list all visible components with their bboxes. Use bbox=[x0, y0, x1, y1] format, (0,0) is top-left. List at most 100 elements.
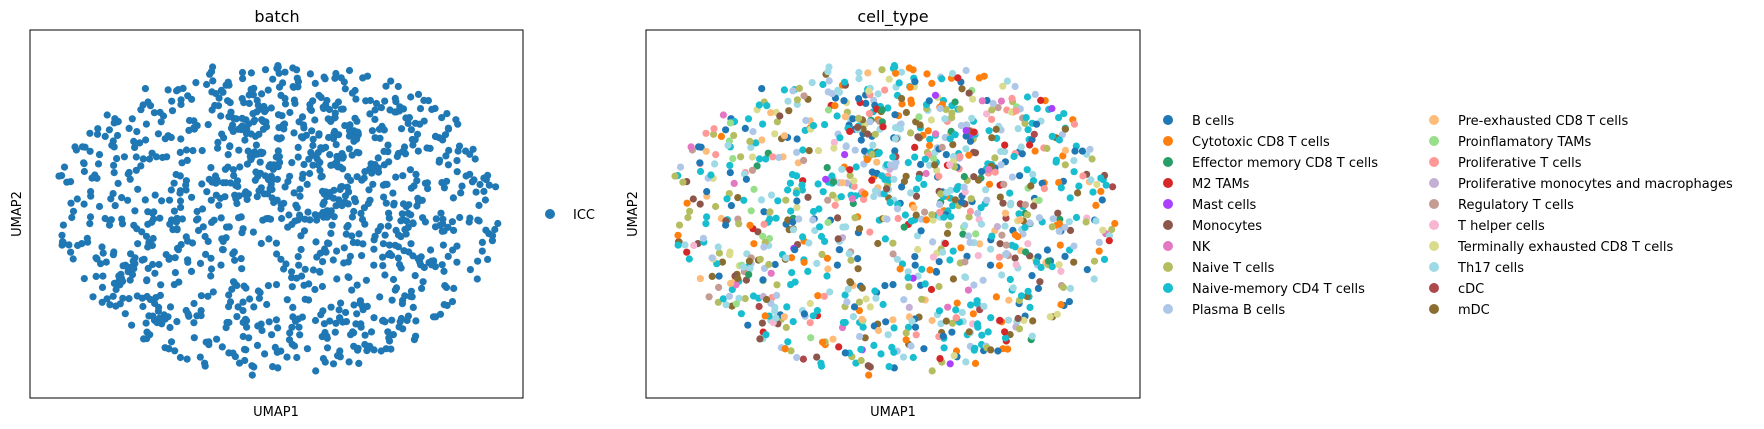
scatter-point bbox=[144, 243, 152, 251]
scatter-point bbox=[407, 240, 415, 248]
scatter-point bbox=[228, 285, 236, 293]
scatter-point bbox=[226, 298, 235, 306]
scatter-point bbox=[845, 250, 853, 258]
scatter-point bbox=[258, 150, 266, 158]
scatter-point bbox=[1012, 107, 1020, 115]
scatter-point bbox=[767, 269, 775, 277]
scatter-point bbox=[151, 269, 159, 277]
scatter-point bbox=[791, 246, 799, 254]
scatter-point bbox=[397, 314, 405, 323]
scatter-point bbox=[184, 92, 192, 100]
scatter-point bbox=[157, 118, 165, 126]
scatter-point bbox=[900, 296, 908, 304]
scatter-point bbox=[857, 345, 865, 353]
scatter-point bbox=[722, 301, 730, 309]
scatter-point bbox=[870, 341, 878, 349]
scatter-point bbox=[784, 338, 792, 346]
scatter-point bbox=[350, 207, 358, 216]
scatter-point bbox=[63, 178, 71, 186]
scatter-point bbox=[416, 258, 424, 266]
scatter-point bbox=[962, 145, 970, 153]
scatter-point bbox=[217, 261, 225, 269]
scatter-point bbox=[348, 286, 356, 294]
scatter-point bbox=[911, 261, 919, 269]
scatter-point bbox=[326, 189, 334, 197]
scatter-point bbox=[442, 152, 450, 160]
scatter-point bbox=[767, 191, 776, 199]
scatter-point bbox=[436, 310, 445, 318]
legend-marker bbox=[1163, 262, 1173, 272]
scatter-point bbox=[928, 79, 936, 87]
scatter-point bbox=[326, 317, 334, 325]
scatter-point bbox=[224, 151, 232, 159]
scatter-point bbox=[977, 220, 986, 228]
scatter-point bbox=[712, 151, 720, 159]
legend-label: Regulatory T cells bbox=[1458, 198, 1574, 213]
scatter-point bbox=[687, 143, 695, 151]
legend-marker bbox=[1429, 262, 1439, 272]
scatter-point bbox=[209, 77, 217, 85]
scatter-point bbox=[329, 256, 337, 264]
scatter-point bbox=[937, 190, 945, 198]
scatter-point bbox=[1011, 231, 1019, 239]
scatter-point bbox=[767, 109, 775, 117]
scatter-point bbox=[1055, 114, 1063, 122]
scatter-point bbox=[342, 230, 350, 238]
scatter-point bbox=[149, 260, 157, 269]
scatter-point bbox=[988, 106, 996, 114]
scatter-point bbox=[345, 358, 353, 366]
scatter-points bbox=[671, 62, 1119, 379]
scatter-point bbox=[841, 349, 849, 357]
scatter-point bbox=[821, 121, 829, 129]
scatter-point bbox=[1097, 174, 1105, 182]
scatter-point bbox=[353, 128, 361, 136]
scatter-point bbox=[267, 104, 275, 112]
scatter-point bbox=[1048, 223, 1056, 231]
scatter-point bbox=[359, 240, 367, 248]
scatter-point bbox=[982, 186, 990, 194]
scatter-point bbox=[332, 319, 340, 327]
scatter-point bbox=[437, 209, 445, 217]
scatter-point bbox=[372, 99, 381, 108]
scatter-point bbox=[915, 174, 923, 182]
scatter-point bbox=[244, 147, 252, 155]
scatter-point bbox=[247, 130, 255, 138]
scatter-point bbox=[311, 116, 319, 124]
scatter-point bbox=[992, 293, 1001, 301]
scatter-point bbox=[916, 121, 924, 129]
scatter-point bbox=[1009, 284, 1017, 292]
scatter-point bbox=[1030, 130, 1038, 138]
scatter-point bbox=[936, 200, 944, 208]
scatter-point bbox=[911, 143, 919, 151]
scatter-point bbox=[740, 196, 748, 204]
scatter-point bbox=[193, 207, 201, 216]
legend-label: Th17 cells bbox=[1457, 261, 1524, 276]
scatter-point bbox=[214, 138, 222, 146]
scatter-point bbox=[828, 172, 836, 180]
scatter-point bbox=[785, 107, 793, 115]
scatter-point bbox=[725, 292, 734, 300]
scatter-point bbox=[353, 173, 361, 181]
scatter-point bbox=[107, 195, 115, 203]
scatter-point bbox=[279, 79, 287, 87]
scatter-point bbox=[958, 85, 966, 93]
scatter-point bbox=[106, 301, 114, 309]
legend-label: Pre-exhausted CD8 T cells bbox=[1458, 114, 1628, 129]
scatter-point bbox=[67, 248, 75, 256]
scatter-point bbox=[288, 283, 296, 291]
scatter-point bbox=[439, 136, 447, 144]
scatter-point bbox=[702, 129, 710, 137]
scatter-point bbox=[979, 276, 987, 284]
scatter-point bbox=[264, 282, 272, 290]
scatter-point bbox=[337, 299, 345, 307]
scatter-point bbox=[798, 181, 806, 189]
scatter-point bbox=[254, 322, 262, 330]
scatter-point bbox=[272, 153, 280, 161]
scatter-point bbox=[416, 120, 424, 128]
legend-marker bbox=[1163, 115, 1173, 125]
scatter-point bbox=[249, 110, 257, 118]
scatter-point bbox=[69, 207, 78, 215]
scatter-point bbox=[225, 223, 233, 231]
scatter-point bbox=[462, 147, 470, 155]
scatter-point bbox=[861, 147, 869, 155]
